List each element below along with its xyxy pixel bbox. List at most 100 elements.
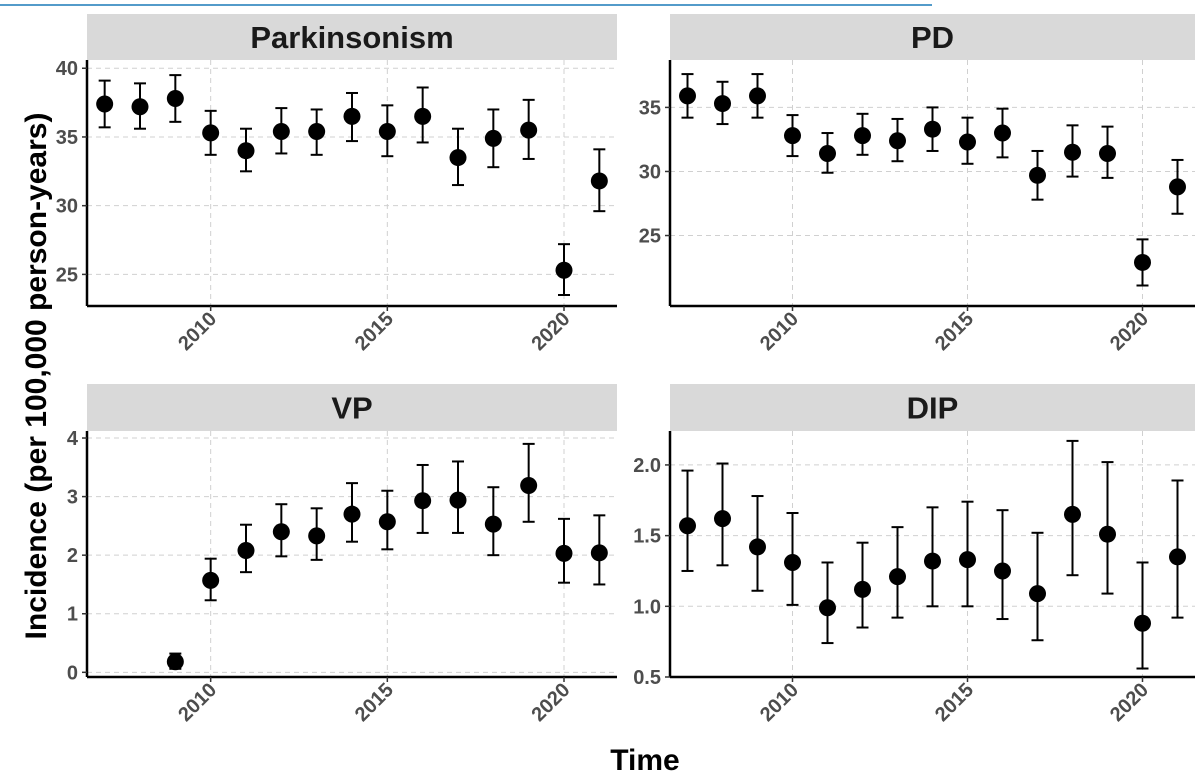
y-tick-label: 0.5 — [633, 667, 661, 689]
x-tick-label: 2015 — [351, 679, 398, 726]
y-tick-label: 0 — [67, 662, 78, 684]
x-tick-label: 2020 — [1106, 308, 1153, 355]
data-point — [959, 133, 976, 151]
data-point — [1064, 505, 1081, 523]
y-tick-label: 3 — [67, 487, 78, 509]
data-point — [784, 553, 801, 571]
data-point — [854, 127, 871, 145]
y-axis-label: Incidence (per 100,000 person-years) — [20, 113, 53, 640]
data-point — [819, 599, 836, 617]
data-point — [272, 523, 290, 541]
data-point — [1099, 145, 1116, 163]
y-tick-label: 25 — [56, 264, 78, 286]
data-point — [96, 95, 114, 113]
data-point — [1169, 178, 1186, 196]
x-tick-label: 2015 — [931, 308, 978, 355]
panel-strip — [670, 14, 1195, 60]
x-tick-label: 2020 — [1106, 679, 1153, 726]
data-point — [679, 517, 696, 535]
data-point — [555, 544, 573, 562]
panel-1: PD 25 30 35 2010 2015 2020 — [639, 14, 1195, 355]
panel-title: VP — [331, 391, 372, 426]
panel-strip — [670, 384, 1195, 431]
data-point — [749, 87, 766, 105]
panel-title: Parkinsonism — [250, 20, 453, 55]
data-point — [343, 505, 361, 523]
x-tick-label: 2010 — [756, 679, 803, 726]
y-tick-label: 35 — [56, 127, 78, 149]
data-point — [714, 95, 731, 113]
y-tick-label: 1.0 — [633, 596, 661, 618]
data-point — [237, 541, 255, 559]
data-point — [1134, 253, 1151, 271]
y-tick-label: 35 — [639, 97, 661, 119]
data-point — [1029, 166, 1046, 184]
y-tick-label: 1.5 — [633, 526, 661, 548]
data-point — [994, 124, 1011, 142]
y-tick-label: 40 — [56, 58, 78, 80]
data-point — [414, 107, 432, 125]
data-point — [308, 527, 326, 545]
panel-strip — [87, 384, 617, 431]
x-tick-label: 2010 — [174, 679, 221, 726]
data-point — [378, 513, 396, 531]
data-point — [854, 580, 871, 598]
y-tick-label: 4 — [67, 428, 79, 450]
data-point — [131, 98, 149, 116]
data-point — [714, 510, 731, 528]
data-point — [819, 145, 836, 163]
panel-title: PD — [911, 20, 954, 55]
panel-0: Parkinsonism 25 30 35 40 2010 2015 2020 — [56, 14, 617, 355]
data-point — [520, 476, 538, 494]
data-point — [484, 129, 502, 147]
y-tick-label: 2.0 — [633, 455, 661, 477]
data-point — [1064, 143, 1081, 161]
data-point — [1099, 525, 1116, 543]
data-point — [378, 122, 396, 140]
data-point — [484, 515, 502, 533]
data-point — [889, 132, 906, 150]
x-axis-label: Time — [610, 744, 679, 772]
data-point — [202, 571, 220, 589]
x-tick-label: 2010 — [756, 308, 803, 355]
data-point — [272, 122, 290, 140]
data-point — [679, 87, 696, 105]
data-point — [590, 544, 608, 562]
x-tick-label: 2020 — [528, 679, 575, 726]
data-point — [1134, 614, 1151, 632]
data-point — [924, 552, 941, 570]
x-tick-label: 2015 — [351, 308, 398, 355]
panel-3: DIP 0.5 1.0 1.5 2.0 2010 2015 2020 — [633, 384, 1195, 726]
data-point — [449, 149, 467, 167]
data-point — [166, 89, 184, 107]
x-tick-label: 2010 — [174, 308, 221, 355]
data-point — [889, 568, 906, 586]
data-point — [520, 121, 538, 139]
data-point — [784, 127, 801, 145]
x-tick-label: 2020 — [528, 308, 575, 355]
data-point — [202, 124, 220, 142]
data-point — [749, 538, 766, 556]
data-point — [308, 122, 326, 140]
data-point — [166, 653, 184, 671]
y-tick-label: 30 — [56, 196, 78, 218]
data-point — [414, 492, 432, 510]
data-point — [555, 261, 573, 279]
data-point — [237, 142, 255, 160]
y-tick-label: 25 — [639, 226, 661, 248]
panel-2: VP 0 1 2 3 4 2010 2015 2020 — [67, 384, 617, 726]
data-point — [959, 551, 976, 569]
data-point — [924, 120, 941, 138]
data-point — [343, 107, 361, 125]
panel-title: DIP — [907, 391, 959, 426]
data-point — [1169, 548, 1186, 566]
y-tick-label: 1 — [67, 604, 78, 626]
x-tick-label: 2015 — [931, 679, 978, 726]
data-point — [590, 172, 608, 190]
data-point — [994, 562, 1011, 580]
panel-strip — [87, 14, 617, 60]
y-tick-label: 30 — [639, 161, 661, 183]
y-tick-label: 2 — [67, 545, 78, 567]
